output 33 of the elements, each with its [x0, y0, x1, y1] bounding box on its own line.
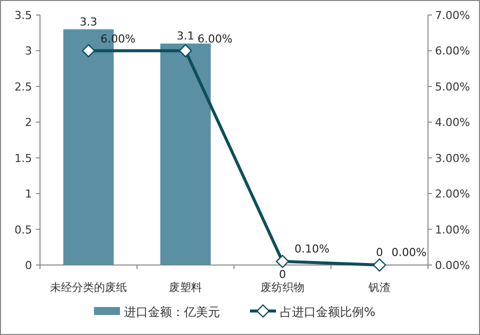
legend-label: 占进口金额比例%: [280, 305, 376, 319]
point: [178, 44, 192, 58]
data-label: 0: [279, 268, 286, 281]
data-label: 6.00%: [198, 32, 232, 46]
data-label: 3.3: [80, 15, 98, 28]
y-tick-label: 3.5: [14, 9, 32, 22]
data-label: 0.00%: [392, 246, 426, 259]
data-label: 3.1: [176, 30, 194, 43]
y2-tick-label: 4.00%: [435, 116, 470, 130]
y-tick-label: 2: [25, 116, 32, 130]
y-tick-label: 0: [25, 259, 32, 272]
y-tick-label: 1: [25, 188, 32, 201]
x-tick-label: 钒渣: [368, 281, 390, 294]
x-tick-label: 废纺织物: [260, 281, 304, 294]
y-tick-label: 3: [25, 44, 32, 58]
x-tick-label: 废塑料: [169, 281, 202, 294]
y2-tick-label: 5.00%: [435, 80, 470, 94]
data-label: 0.10%: [294, 242, 330, 256]
x-tick-label: 未经分类的废纸: [50, 281, 127, 294]
y-tick-label: 0.5: [14, 223, 32, 236]
y-tick-label: 1.5: [14, 152, 32, 165]
y2-tick-label: 1.00%: [435, 223, 470, 236]
y2-tick-label: 2.00%: [435, 188, 470, 201]
data-label: 0: [376, 246, 383, 259]
y2-tick-label: 3.00%: [435, 152, 470, 165]
y-tick-label: 2.5: [14, 80, 32, 94]
point: [276, 254, 290, 268]
y2-tick-label: 7.00%: [435, 9, 470, 22]
point: [82, 44, 96, 58]
y2-tick-label: 0.00%: [435, 259, 470, 272]
point: [372, 258, 386, 272]
y2-tick-label: 6.00%: [435, 44, 470, 58]
legend-label: 进口金额：亿美元: [124, 305, 220, 319]
